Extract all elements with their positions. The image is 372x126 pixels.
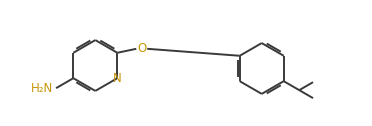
Text: H₂N: H₂N (31, 82, 53, 95)
Text: N: N (113, 72, 122, 85)
Text: O: O (137, 42, 146, 55)
